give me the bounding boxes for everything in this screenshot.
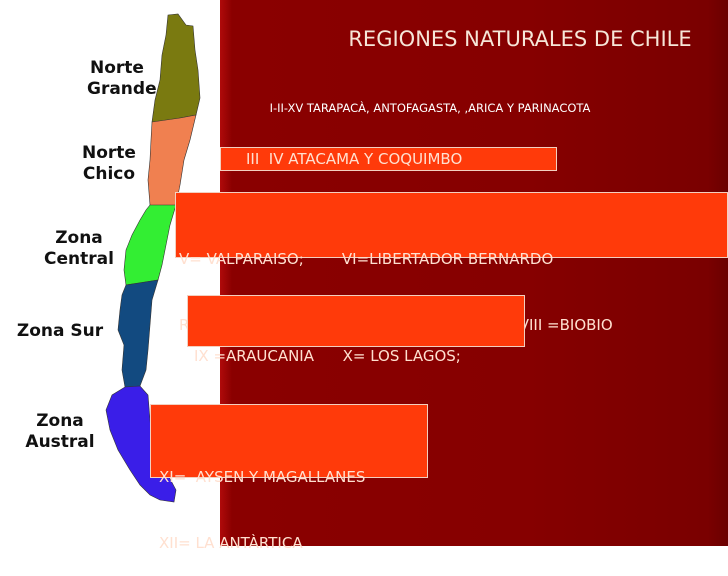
sur-box: IX =ARAUCANIA X= LOS LAGOS; XIV= LOS RIO… (187, 295, 525, 431)
norte-grande-regions: I-II-XV TARAPACÀ, ANTOFAGASTA, ,ARICA Y … (269, 101, 591, 115)
central-box: V= VALPARAISO; VI=LIBERTADOR BERNARDO RM… (175, 192, 728, 334)
box-line: IX =ARAUCANIA X= LOS LAGOS; (194, 347, 461, 365)
slide-title: REGIONES NATURALES DE CHILE (348, 27, 692, 51)
zone-label-zona-austral: Zona Austral (15, 411, 105, 453)
box-line: XII= LA ANTÀRTICA (159, 534, 303, 552)
zone-label-text: Zona Austral (25, 411, 95, 452)
zone-label-norte-chico: Norte Chico (64, 143, 154, 185)
region-central (123, 204, 177, 286)
box-text: III IV ATACAMA Y COQUIMBO (246, 150, 463, 168)
zone-label-text: Zona Sur (16, 321, 104, 341)
austral-box: XI= AYSEN Y MAGALLANES XII= LA ANTÀRTICA (150, 404, 428, 552)
zone-label-zona-central: Zona Central (34, 228, 124, 270)
zone-label-text: Norte Grande (87, 58, 157, 99)
box-line: V= VALPARAISO; VI=LIBERTADOR BERNARDO (179, 250, 554, 268)
box-line: XI= AYSEN Y MAGALLANES (159, 468, 366, 486)
norte-chico-box: III IV ATACAMA Y COQUIMBO (220, 147, 557, 171)
zone-label-norte-grande: Norte Grande (72, 58, 162, 100)
zone-label-zona-sur: Zona Sur (8, 321, 112, 342)
region-sur (117, 279, 159, 388)
zone-label-text: Norte Chico (82, 143, 136, 184)
zone-label-text: Zona Central (44, 228, 114, 269)
